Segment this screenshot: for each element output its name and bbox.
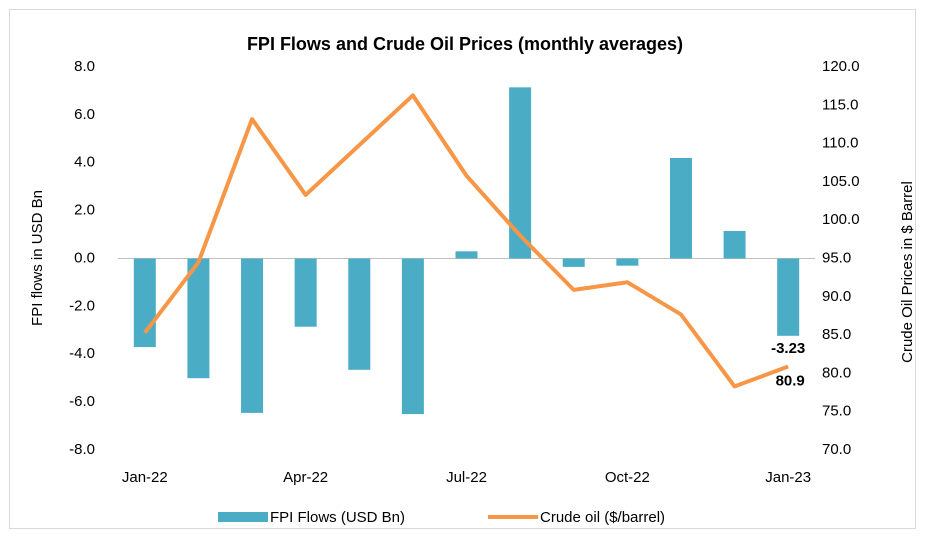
x-tick-label: Apr-22 [283, 469, 328, 486]
y-tick-label: -8.0 [69, 441, 95, 458]
y2-tick-label: 70.0 [822, 441, 851, 458]
y2-tick-label: 100.0 [822, 211, 860, 228]
bar [723, 230, 746, 259]
bar [241, 258, 264, 413]
x-tick-label: Oct-22 [605, 469, 650, 486]
y-tick-label: 8.0 [74, 58, 95, 75]
y2-tick-label: 95.0 [822, 249, 851, 266]
y2-axis-title: Crude Oil Prices in $ Barrel [899, 181, 916, 363]
y-tick-label: -2.0 [69, 297, 95, 314]
y2-tick-label: 80.0 [822, 364, 851, 381]
line [143, 93, 789, 389]
data-label: -3.23 [771, 340, 805, 357]
bar [777, 258, 800, 336]
y2-tick-label: 110.0 [822, 135, 858, 152]
bar [509, 87, 532, 259]
legend-label: Crude oil ($/barrel) [540, 509, 665, 526]
bar [616, 258, 639, 266]
y-tick-label: 4.0 [74, 154, 95, 171]
data-label: 80.9 [776, 372, 805, 389]
y2-tick-label: 120.0 [822, 58, 860, 75]
y2-tick-label: 75.0 [822, 403, 851, 420]
y-tick-label: 0.0 [74, 249, 95, 266]
bar [455, 251, 478, 259]
bar [133, 258, 156, 348]
legend-swatch [218, 512, 268, 522]
y2-tick-label: 105.0 [822, 173, 860, 190]
bar [401, 258, 424, 415]
y-axis-title: FPI flows in USD Bn [29, 190, 46, 326]
chart-frame [9, 9, 916, 529]
legend-label: FPI Flows (USD Bn) [270, 509, 405, 526]
y2-tick-label: 85.0 [822, 326, 851, 343]
bar [669, 157, 692, 259]
bar [294, 258, 317, 327]
bar [187, 258, 210, 379]
y2-tick-label: 115.0 [822, 96, 858, 113]
y2-tick-label: 90.0 [822, 288, 851, 305]
x-tick-label: Jan-23 [765, 469, 811, 486]
y-tick-label: 2.0 [74, 202, 95, 219]
x-tick-label: Jul-22 [446, 469, 487, 486]
bar [348, 258, 371, 370]
chart-title: FPI Flows and Crude Oil Prices (monthly … [247, 34, 683, 54]
y-tick-label: 6.0 [74, 106, 95, 123]
x-tick-label: Jan-22 [122, 469, 168, 486]
y-tick-label: -6.0 [69, 393, 95, 410]
y-tick-label: -4.0 [69, 345, 95, 362]
bar [562, 258, 585, 267]
